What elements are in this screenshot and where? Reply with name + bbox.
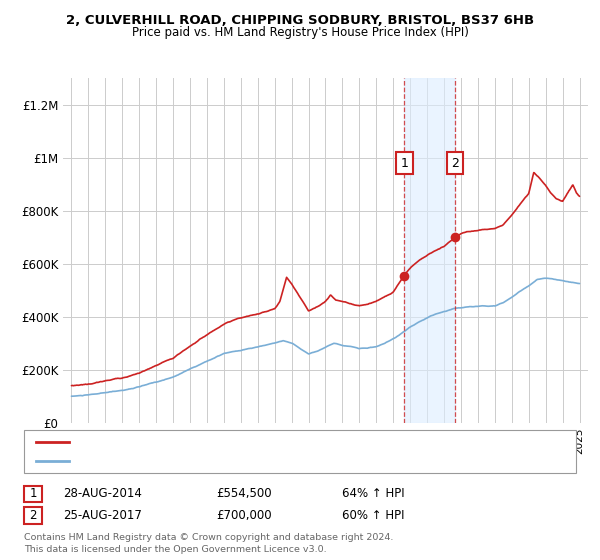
Text: £700,000: £700,000 bbox=[216, 508, 272, 522]
Text: Contains HM Land Registry data © Crown copyright and database right 2024.
This d: Contains HM Land Registry data © Crown c… bbox=[24, 533, 394, 554]
Text: 64% ↑ HPI: 64% ↑ HPI bbox=[342, 487, 404, 501]
Text: 1: 1 bbox=[29, 487, 37, 501]
Text: 2: 2 bbox=[451, 157, 459, 170]
Text: 1: 1 bbox=[400, 157, 408, 170]
Text: 28-AUG-2014: 28-AUG-2014 bbox=[63, 487, 142, 501]
Text: Price paid vs. HM Land Registry's House Price Index (HPI): Price paid vs. HM Land Registry's House … bbox=[131, 26, 469, 39]
Text: 2, CULVERHILL ROAD, CHIPPING SODBURY, BRISTOL, BS37 6HB: 2, CULVERHILL ROAD, CHIPPING SODBURY, BR… bbox=[66, 14, 534, 27]
Text: 2: 2 bbox=[29, 508, 37, 522]
Text: 60% ↑ HPI: 60% ↑ HPI bbox=[342, 508, 404, 522]
Bar bbox=[404, 78, 455, 423]
Text: 25-AUG-2017: 25-AUG-2017 bbox=[63, 508, 142, 522]
Text: £554,500: £554,500 bbox=[216, 487, 272, 501]
Text: HPI: Average price, detached house, South Gloucestershire: HPI: Average price, detached house, Sout… bbox=[75, 456, 370, 466]
Text: 2, CULVERHILL ROAD, CHIPPING SODBURY, BRISTOL, BS37 6HB (detached house): 2, CULVERHILL ROAD, CHIPPING SODBURY, BR… bbox=[75, 437, 480, 447]
